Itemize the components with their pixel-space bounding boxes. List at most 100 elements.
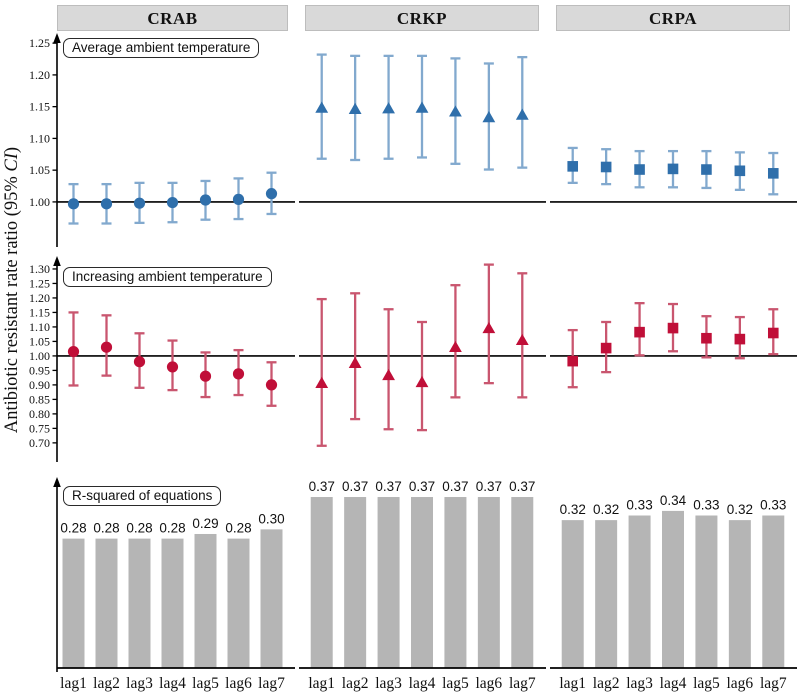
annotation-increasing-ambient-temperature: Increasing ambient temperature [63,267,272,287]
svg-text:lag5: lag5 [442,675,469,692]
svg-text:lag7: lag7 [760,675,787,692]
svg-text:0.37: 0.37 [309,479,335,494]
bar [95,538,118,668]
panel-increasing-ambient-temperature-crpa [550,302,797,389]
bar [310,497,333,668]
svg-text:lag5: lag5 [192,675,219,692]
data-point [166,196,179,209]
svg-text:0.33: 0.33 [626,498,652,513]
svg-text:lag2: lag2 [93,675,120,692]
svg-text:0.37: 0.37 [375,479,401,494]
data-point [415,101,429,113]
data-point [667,322,679,334]
svg-text:0.34: 0.34 [660,493,687,508]
svg-text:0.33: 0.33 [693,498,719,513]
svg-text:0.28: 0.28 [126,521,152,536]
data-point [767,168,779,179]
svg-text:0.95: 0.95 [29,363,50,377]
svg-text:lag3: lag3 [375,675,402,692]
data-point [315,101,329,113]
data-point [567,161,579,172]
svg-text:0.29: 0.29 [192,516,218,531]
y-axis-label-suffix: ) [2,146,22,154]
svg-text:1.05: 1.05 [29,334,50,348]
svg-text:lag6: lag6 [476,675,503,692]
svg-text:0.90: 0.90 [29,378,50,392]
svg-text:0.28: 0.28 [93,521,119,536]
svg-text:1.00: 1.00 [29,195,50,209]
data-point [767,327,779,339]
panel-r-squared-crpa: 0.32 0.32 0.33 0.34 0.33 0.32 0.33 lag1 lag2 lag3… [550,493,797,692]
bar [227,538,250,668]
svg-text:0.33: 0.33 [760,498,786,513]
bar [762,515,785,668]
data-point [265,188,278,200]
data-point [600,342,612,354]
panel-increasing-ambient-temperature-crab: 0.700.750.800.850.900.951.001.051.101.15… [29,256,295,462]
svg-text:0.37: 0.37 [509,479,535,494]
svg-text:1.30: 1.30 [29,262,50,276]
data-point [734,165,746,177]
bar [662,510,684,668]
bar [62,538,85,668]
axis-arrow-icon [53,33,61,43]
data-point [482,321,496,334]
svg-text:lag3: lag3 [626,675,653,692]
svg-text:1.15: 1.15 [29,305,50,319]
svg-text:0.70: 0.70 [29,436,50,450]
data-point [232,193,245,205]
data-point [600,161,612,173]
svg-text:lag1: lag1 [559,675,586,692]
svg-text:1.10: 1.10 [29,131,50,145]
data-point [67,345,80,358]
panel-increasing-ambient-temperature-crkp [299,263,546,447]
svg-text:0.80: 0.80 [29,407,50,421]
facet-header-crpa: CRPA [556,5,790,31]
svg-text:0.75: 0.75 [29,421,50,435]
svg-text:lag3: lag3 [126,675,153,692]
svg-text:1.00: 1.00 [29,349,50,363]
svg-text:0.28: 0.28 [159,521,185,536]
bar [161,538,184,668]
bar [628,515,651,668]
svg-text:lag6: lag6 [225,675,252,692]
data-point [515,108,529,120]
data-point [315,376,329,388]
bar [377,497,400,668]
data-point [567,355,579,367]
bar [595,520,618,668]
axis-arrow-icon [53,256,61,266]
svg-text:0.28: 0.28 [60,521,86,536]
annotation-average-ambient-temperature: Average ambient temperature [63,38,260,58]
bar [728,520,751,668]
svg-text:lag1: lag1 [60,675,87,692]
panel-average-ambient-temperature-crab: 1.00 1.05 1.10 1.15 1.20 1.25 [29,33,295,247]
svg-text:1.20: 1.20 [29,68,50,82]
data-point [415,375,429,388]
svg-text:0.37: 0.37 [476,479,502,494]
svg-text:0.37: 0.37 [442,479,468,494]
svg-text:0.32: 0.32 [593,502,619,517]
annotation-r-squared: R-squared of equations [63,486,222,506]
svg-text:lag7: lag7 [509,675,536,692]
svg-text:lag4: lag4 [660,675,687,692]
bar [695,515,718,668]
svg-text:1.25: 1.25 [29,36,50,50]
bar [511,497,534,668]
svg-text:0.37: 0.37 [409,479,435,494]
svg-text:lag2: lag2 [342,675,369,692]
data-point [133,356,146,368]
svg-text:0.37: 0.37 [342,479,368,494]
data-point [634,164,645,175]
bar [561,520,584,668]
svg-text:1.05: 1.05 [29,163,50,177]
data-point [265,379,278,391]
svg-text:lag4: lag4 [409,675,436,692]
y-axis-label: Antibiotic resistant rate ratio (95% CI) [2,40,26,540]
bar [477,497,500,668]
data-point [515,333,529,346]
svg-text:1.15: 1.15 [29,100,50,114]
data-point [348,102,362,115]
data-point [199,370,212,382]
